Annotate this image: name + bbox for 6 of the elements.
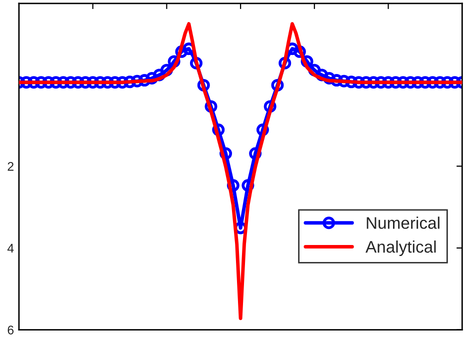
y-tick-label: 2 — [8, 162, 14, 171]
y-tick-label: 4 — [7, 244, 14, 253]
legend-label: Analytical — [366, 240, 436, 256]
legend-label: Numerical — [366, 216, 440, 229]
line-series — [18, 22, 462, 320]
y-tick-label: 6 — [8, 326, 14, 334]
